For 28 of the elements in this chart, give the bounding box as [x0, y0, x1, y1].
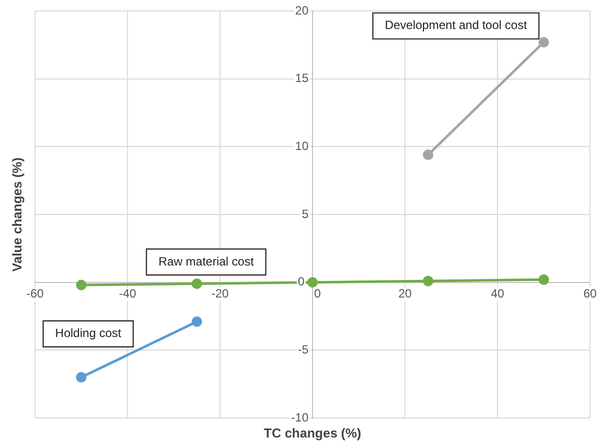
- point: [422, 276, 434, 286]
- x-tick-label: 20: [398, 286, 412, 301]
- series-label: Raw material cost: [158, 254, 254, 268]
- point: [538, 274, 549, 285]
- x-tick-label: 40: [490, 286, 504, 301]
- point: [192, 278, 202, 289]
- x-tick-label: -40: [118, 286, 136, 301]
- point: [422, 150, 434, 160]
- point: [76, 280, 86, 290]
- y-tick-label: -5: [298, 342, 309, 356]
- y-tick-label: 0: [298, 274, 305, 289]
- point: [192, 316, 202, 327]
- series-label: Development and tool cost: [384, 18, 528, 32]
- y-tick-label: 10: [295, 138, 309, 153]
- x-tick-label: 60: [583, 286, 597, 301]
- point: [538, 36, 549, 48]
- y-axis-title: Value changes (%): [10, 157, 25, 272]
- x-tick-label: 0: [314, 286, 322, 301]
- x-axis-title: TC changes (%): [264, 426, 362, 441]
- point: [307, 277, 318, 288]
- y-tick-label: 5: [302, 206, 309, 221]
- series-label: Holding cost: [55, 326, 122, 340]
- point: [76, 372, 86, 383]
- y-tick-label: -10: [291, 410, 309, 424]
- x-tick-label: -20: [211, 286, 229, 301]
- y-tick-label: 20: [295, 3, 309, 18]
- x-tick-label: -60: [26, 286, 44, 301]
- y-tick-label: 15: [295, 71, 309, 86]
